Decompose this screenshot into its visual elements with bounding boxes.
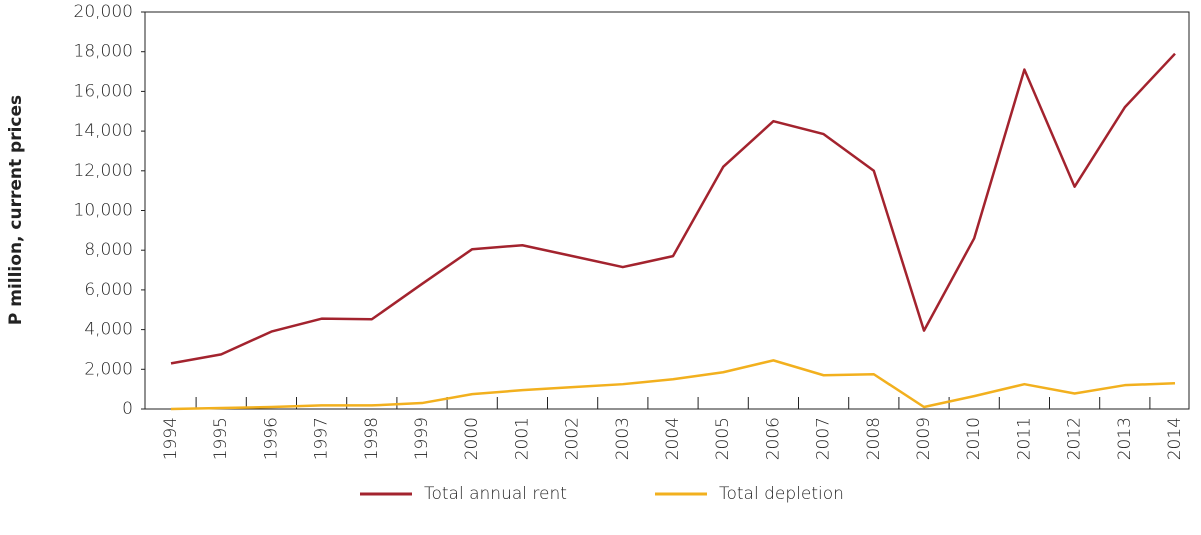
y-tick-label: 8,000 [84,240,133,260]
y-tick-label: 18,000 [74,42,133,62]
x-tick-label: 2012 [1065,417,1085,460]
x-tick-label: 2001 [512,417,532,460]
x-tick-label: 1997 [312,417,332,460]
x-tick-label: 2003 [613,417,633,460]
x-tick-label: 2002 [563,417,583,460]
plot-frame [144,11,1190,410]
y-tick-label: 20,000 [74,2,133,22]
x-tick-label: 2014 [1165,417,1185,460]
series-line [170,52,1176,365]
x-tick-label: 2005 [713,417,733,460]
x-tick-label: 2004 [663,417,683,460]
x-tick-label: 2008 [864,417,884,460]
x-tick-label: 2013 [1115,417,1135,460]
x-tick-label: 1998 [362,417,382,460]
y-tick-label: 14,000 [74,121,133,141]
x-tick-label: 1999 [412,417,432,460]
legend-label: Total annual rent [424,484,567,504]
x-tick-label: 2007 [814,417,834,460]
y-tick-label: 4,000 [84,320,133,340]
y-tick-label: 10,000 [74,201,133,221]
x-tick-label: 2000 [462,417,482,460]
x-tick-label: 1995 [211,417,231,460]
y-tick-label: 0 [122,399,133,419]
x-tick-label: 1996 [261,417,281,460]
x-tick-label: 2009 [914,417,934,460]
x-tick-label: 1994 [161,417,181,460]
x-tick-label: 2010 [964,417,984,460]
legend-label: Total depletion [719,484,844,504]
series-line [170,359,1176,411]
y-tick-label: 6,000 [84,280,133,300]
x-tick-label: 2006 [763,417,783,460]
y-tick-label: 2,000 [84,359,133,379]
x-tick-label: 2011 [1014,417,1034,460]
y-tick-label: 12,000 [74,161,133,181]
y-axis-label: P million, current prices [6,95,26,325]
y-tick-label: 16,000 [74,81,133,101]
